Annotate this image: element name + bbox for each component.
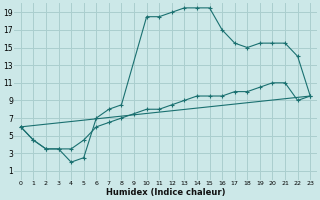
X-axis label: Humidex (Indice chaleur): Humidex (Indice chaleur) <box>106 188 225 197</box>
